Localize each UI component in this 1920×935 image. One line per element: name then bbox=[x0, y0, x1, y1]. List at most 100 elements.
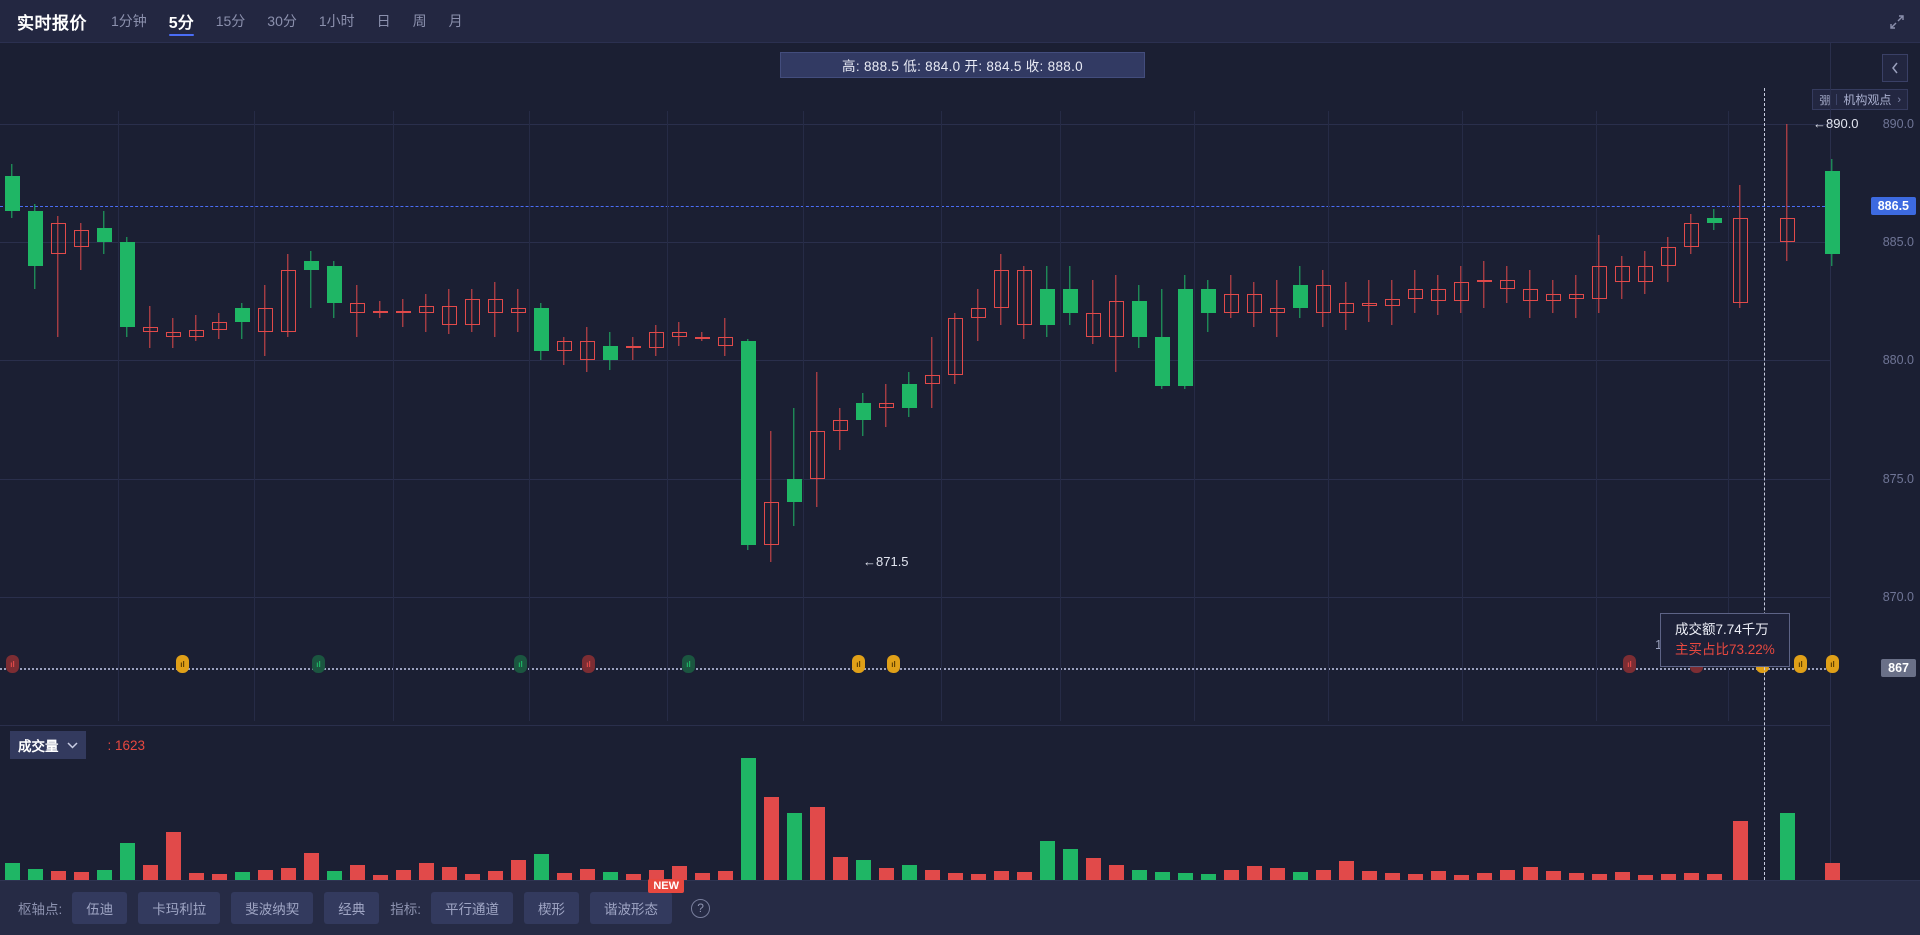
candle-body bbox=[1660, 246, 1676, 266]
pivot-label: 枢轴点: bbox=[18, 902, 63, 917]
pivot-button-卡玛利拉[interactable]: 卡玛利拉 bbox=[138, 892, 221, 924]
divider bbox=[1836, 94, 1838, 105]
indicator-button-谐波形态[interactable]: 谐波形态 NEW bbox=[590, 879, 685, 924]
volume-bar bbox=[211, 874, 227, 883]
candle-body bbox=[832, 419, 848, 432]
volume-bar bbox=[165, 832, 181, 883]
candle-wick bbox=[195, 315, 197, 342]
candlestick bbox=[1476, 260, 1492, 309]
candlestick bbox=[119, 237, 135, 337]
tab-5分[interactable]: 5分 bbox=[168, 0, 194, 43]
pivot-button-伍迪[interactable]: 伍迪 bbox=[72, 892, 128, 924]
indicator-button-平行通道[interactable]: 平行通道 bbox=[431, 892, 514, 924]
candle-body bbox=[1085, 312, 1101, 337]
volume-bar bbox=[924, 870, 940, 883]
vertical-grid-line bbox=[118, 111, 119, 721]
volume-bar bbox=[878, 868, 894, 883]
pivot-marker[interactable]: ıl bbox=[852, 655, 865, 674]
candlestick bbox=[763, 431, 779, 562]
candlestick bbox=[27, 204, 43, 290]
pivot-button-斐波纳契[interactable]: 斐波纳契 bbox=[231, 892, 314, 924]
candle-body bbox=[855, 402, 871, 420]
pivot-marker[interactable]: ıl bbox=[6, 655, 19, 674]
candlestick bbox=[257, 284, 273, 356]
candle-wick bbox=[1786, 123, 1788, 261]
volume-bar bbox=[1085, 858, 1101, 883]
volume-bar bbox=[510, 860, 526, 883]
chart-canvas[interactable]: 890.0 885.0 880.0 875.0 870.0 886.5 867 ıl ıl ıl… bbox=[0, 43, 1920, 906]
pivot-button-经典[interactable]: 经典 bbox=[324, 892, 380, 924]
candlestick bbox=[1499, 265, 1515, 304]
candle-wick bbox=[1115, 275, 1117, 373]
candlestick bbox=[188, 315, 204, 342]
tab-日[interactable]: 日 bbox=[376, 13, 391, 29]
candlestick bbox=[556, 336, 572, 366]
candlestick bbox=[1246, 282, 1262, 328]
pivot-marker[interactable]: ıl bbox=[887, 655, 900, 674]
tab-月[interactable]: 月 bbox=[448, 13, 463, 29]
candle-body bbox=[970, 308, 986, 318]
candlestick bbox=[1062, 265, 1078, 325]
candle-body bbox=[786, 478, 802, 503]
candlestick bbox=[50, 215, 66, 337]
candle-body bbox=[73, 230, 89, 247]
vertical-grid-line bbox=[667, 111, 668, 721]
tab-1小时[interactable]: 1小时 bbox=[318, 13, 355, 29]
volume-bar bbox=[947, 873, 963, 883]
candlestick bbox=[441, 289, 457, 335]
candlestick bbox=[970, 289, 986, 342]
candle-body bbox=[1430, 289, 1446, 302]
volume-bar bbox=[1824, 863, 1840, 883]
candlestick bbox=[1384, 279, 1400, 325]
tab-30分[interactable]: 30分 bbox=[267, 13, 297, 29]
question-icon[interactable]: ? bbox=[691, 898, 711, 918]
tab-15分[interactable]: 15分 bbox=[215, 13, 246, 29]
pivot-marker[interactable]: ıl bbox=[582, 655, 595, 674]
candle-body bbox=[349, 303, 365, 313]
candle-wick bbox=[1529, 270, 1531, 318]
candle-wick bbox=[310, 251, 312, 309]
candle-body bbox=[947, 317, 963, 375]
candlestick bbox=[280, 253, 296, 337]
volume-bar bbox=[1200, 874, 1216, 883]
candle-wick bbox=[1621, 256, 1623, 299]
vertical-grid-line bbox=[393, 111, 394, 721]
candlestick bbox=[717, 317, 733, 356]
candle-wick bbox=[1598, 234, 1600, 313]
pivot-marker[interactable]: ıl bbox=[176, 655, 189, 674]
candlestick bbox=[418, 294, 434, 332]
volume-bar bbox=[441, 867, 457, 883]
volume-bar bbox=[1039, 841, 1055, 883]
volume-bar bbox=[188, 873, 204, 883]
expand-icon[interactable] bbox=[1888, 13, 1906, 31]
candlestick bbox=[303, 251, 319, 309]
indicator-button-楔形[interactable]: 楔形 bbox=[524, 892, 580, 924]
candle-body bbox=[1779, 218, 1795, 242]
candlestick bbox=[1683, 213, 1699, 254]
candlestick bbox=[1338, 282, 1354, 330]
collapse-panel-button[interactable] bbox=[1882, 54, 1908, 82]
volume-bar bbox=[1338, 861, 1354, 883]
candle-wick bbox=[839, 407, 841, 451]
pivot-marker[interactable]: ıl bbox=[1623, 655, 1636, 674]
tab-周[interactable]: 周 bbox=[412, 13, 427, 29]
price-level-line bbox=[0, 206, 1830, 208]
volume-bar bbox=[1177, 873, 1193, 883]
volume-indicator-selector[interactable]: 成交量 bbox=[10, 731, 86, 759]
candlestick bbox=[142, 305, 158, 349]
pivot-marker[interactable]: ıl bbox=[1826, 655, 1839, 674]
pivot-marker[interactable]: ıl bbox=[682, 655, 695, 674]
chevron-right-icon: › bbox=[1897, 93, 1901, 106]
pivot-marker[interactable]: ıl bbox=[514, 655, 527, 674]
tab-1分钟[interactable]: 1分钟 bbox=[111, 13, 147, 29]
volume-bar bbox=[694, 873, 710, 883]
institution-opinion-button[interactable]: 弸 机构观点 › bbox=[1812, 89, 1908, 110]
page-title: 实时报价 bbox=[17, 13, 87, 33]
candle-body bbox=[142, 327, 158, 332]
pivot-marker[interactable]: ıl bbox=[1794, 655, 1807, 674]
volume-bar bbox=[1292, 872, 1308, 883]
pivot-marker[interactable]: ıl bbox=[312, 655, 325, 674]
volume-bar bbox=[119, 843, 135, 883]
volume-legend-label: 成交量 bbox=[18, 739, 59, 754]
